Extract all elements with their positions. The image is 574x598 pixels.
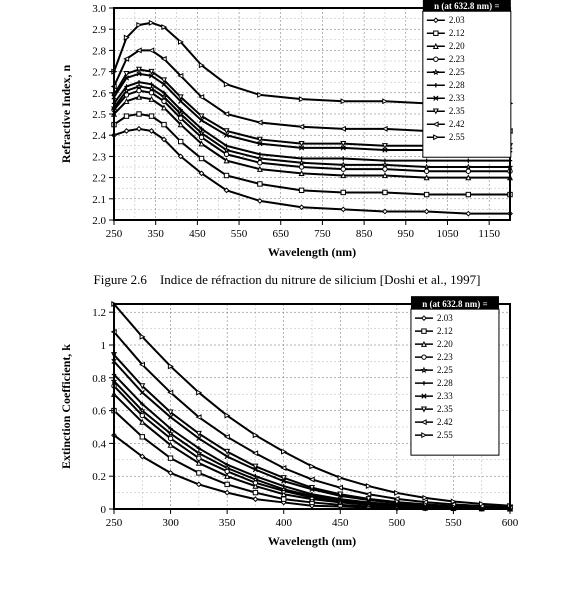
svg-text:2.33: 2.33 xyxy=(437,391,453,401)
svg-text:1150: 1150 xyxy=(478,228,500,240)
svg-text:550: 550 xyxy=(445,517,462,529)
extinction-coefficient-chart: 250 300 350 400 450 500 550 600 0 0.2 0.4 0.6 0.8 1 1.… xyxy=(52,296,522,551)
svg-text:2.42: 2.42 xyxy=(449,119,465,129)
svg-text:650: 650 xyxy=(272,228,289,240)
svg-text:350: 350 xyxy=(147,228,164,240)
svg-text:2.8: 2.8 xyxy=(92,45,106,57)
svg-text:2.6: 2.6 xyxy=(92,88,106,100)
svg-text:n (at 632.8 nm) =: n (at 632.8 nm) = xyxy=(434,1,499,11)
svg-text:400: 400 xyxy=(275,517,292,529)
svg-text:2.7: 2.7 xyxy=(92,67,106,79)
svg-text:2.55: 2.55 xyxy=(437,430,453,440)
svg-text:1050: 1050 xyxy=(436,228,459,240)
figure-bottom: 250 300 350 400 450 500 550 600 0 0.2 0.4 0.6 0.8 1 1.… xyxy=(0,296,574,551)
svg-text:2.5: 2.5 xyxy=(92,109,106,121)
svg-text:0.2: 0.2 xyxy=(92,471,106,483)
svg-text:0.6: 0.6 xyxy=(92,406,106,418)
svg-text:2.12: 2.12 xyxy=(437,326,453,336)
figure-caption: Figure 2.6 Indice de réfraction du nitru… xyxy=(0,272,574,288)
svg-text:2.28: 2.28 xyxy=(437,378,453,388)
svg-text:2.55: 2.55 xyxy=(449,132,465,142)
svg-text:450: 450 xyxy=(332,517,349,529)
svg-text:0.4: 0.4 xyxy=(92,438,106,450)
svg-text:2.25: 2.25 xyxy=(449,67,465,77)
svg-text:Extinction Coefficient, k: Extinction Coefficient, k xyxy=(59,344,73,469)
svg-text:550: 550 xyxy=(231,228,248,240)
svg-text:2.3: 2.3 xyxy=(92,151,106,163)
svg-text:2.20: 2.20 xyxy=(449,41,465,51)
figure-top: 250 350 450 550 650 750 850 950 1050 1150 2.0 2.1 2.… xyxy=(0,0,574,262)
refractive-index-chart: 250 350 450 550 650 750 850 950 1050 1150 2.0 2.1 2.… xyxy=(52,0,522,262)
svg-text:850: 850 xyxy=(356,228,373,240)
svg-text:n (at 632.8 nm) =: n (at 632.8 nm) = xyxy=(422,299,487,309)
svg-text:350: 350 xyxy=(219,517,236,529)
svg-text:950: 950 xyxy=(398,228,415,240)
svg-text:2.25: 2.25 xyxy=(437,365,453,375)
svg-text:250: 250 xyxy=(106,517,123,529)
svg-text:2.20: 2.20 xyxy=(437,339,453,349)
svg-text:1.2: 1.2 xyxy=(92,307,106,319)
svg-text:0.8: 0.8 xyxy=(92,373,106,385)
svg-text:2.42: 2.42 xyxy=(437,417,453,427)
svg-text:2.23: 2.23 xyxy=(437,352,453,362)
svg-text:2.23: 2.23 xyxy=(449,54,465,64)
svg-text:2.1: 2.1 xyxy=(92,194,106,206)
svg-text:2.2: 2.2 xyxy=(92,173,106,185)
svg-text:2.28: 2.28 xyxy=(449,80,465,90)
svg-text:2.4: 2.4 xyxy=(92,130,106,142)
svg-text:Refractive Index, n: Refractive Index, n xyxy=(59,65,73,164)
svg-text:250: 250 xyxy=(106,228,123,240)
figure-caption-text: Indice de réfraction du nitrure de silic… xyxy=(160,272,481,287)
svg-text:2.35: 2.35 xyxy=(437,404,453,414)
figure-number: Figure 2.6 xyxy=(93,272,146,287)
svg-text:450: 450 xyxy=(189,228,206,240)
svg-text:750: 750 xyxy=(314,228,331,240)
svg-text:600: 600 xyxy=(502,517,519,529)
svg-text:2.03: 2.03 xyxy=(449,15,465,25)
svg-text:1: 1 xyxy=(101,340,107,352)
svg-text:Wavelength (nm): Wavelength (nm) xyxy=(268,245,356,259)
svg-text:2.03: 2.03 xyxy=(437,313,453,323)
svg-text:2.35: 2.35 xyxy=(449,106,465,116)
svg-text:300: 300 xyxy=(162,517,179,529)
svg-text:3.0: 3.0 xyxy=(92,3,106,15)
svg-text:2.12: 2.12 xyxy=(449,28,465,38)
svg-text:2.33: 2.33 xyxy=(449,93,465,103)
svg-text:0: 0 xyxy=(101,504,107,516)
svg-text:Wavelength (nm): Wavelength (nm) xyxy=(268,534,356,548)
svg-text:2.0: 2.0 xyxy=(92,215,106,227)
svg-text:2.9: 2.9 xyxy=(92,24,106,36)
svg-text:500: 500 xyxy=(389,517,406,529)
